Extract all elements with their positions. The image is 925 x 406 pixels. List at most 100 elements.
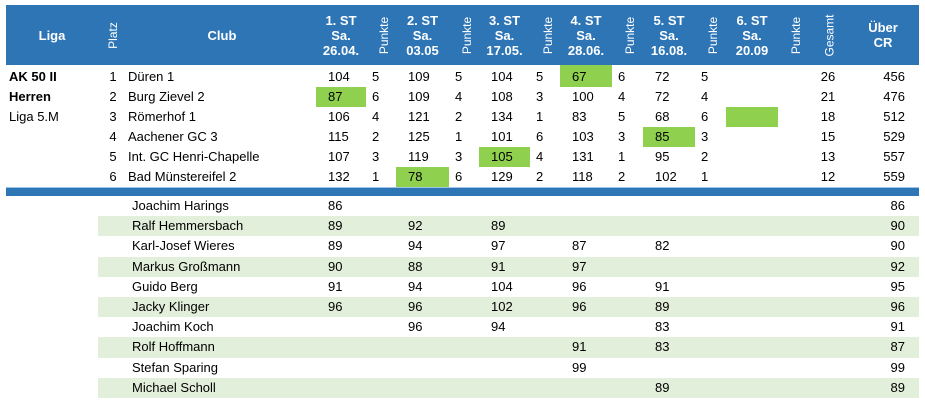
score-cell: 83: [572, 109, 587, 124]
player-score-cell: 102: [479, 296, 530, 318]
points-cell: [778, 65, 809, 87]
score-cell: [726, 167, 778, 188]
player-points-empty: [778, 296, 809, 318]
player-points-empty: [366, 377, 396, 398]
player-points-empty: [612, 337, 643, 358]
score-cell: 107: [328, 149, 350, 164]
score-cell: 104: [491, 69, 513, 84]
header-platz: Platz: [98, 5, 128, 65]
header-round-4: 4. ST Sa. 28.06.: [560, 5, 612, 65]
gesamt-cell: 18: [820, 109, 836, 124]
player-cr-cell: 87: [847, 337, 919, 358]
divider-bar: [6, 187, 919, 196]
player-score-cell: [726, 337, 778, 358]
score-cell: 68: [655, 109, 670, 124]
liga-empty: [6, 127, 98, 147]
points-cell: 4: [701, 89, 709, 104]
round-3-line3: 17.05.: [486, 42, 523, 58]
score-cell: 132: [328, 169, 350, 184]
player-points-empty: [449, 358, 479, 378]
liga-empty: [6, 167, 98, 188]
points-cell: 4: [372, 109, 380, 124]
points-cell: 6: [618, 69, 626, 84]
player-points-empty: [612, 296, 643, 318]
punkte-label: Punkte: [541, 16, 556, 54]
score-cell: 115: [328, 129, 349, 144]
player-points-empty: [695, 277, 726, 297]
points-cell: [778, 127, 809, 147]
score-cell: 72: [655, 69, 670, 84]
player-score-cell: [560, 377, 612, 398]
player-score-cell: 89: [328, 238, 343, 254]
player-points-empty: [778, 196, 809, 216]
score-cell: 106: [328, 109, 350, 124]
player-points-empty: [530, 196, 560, 216]
punkte-label: Punkte: [460, 16, 475, 54]
header-gesamt: Gesamt: [809, 5, 847, 65]
player-gesamt-empty: [809, 296, 847, 318]
player-gesamt-empty: [809, 216, 847, 237]
player-points-empty: [449, 377, 479, 398]
score-cell: 109: [408, 89, 430, 104]
score-cell-best: 67: [560, 65, 612, 87]
points-cell: 5: [455, 69, 463, 84]
points-cell: [778, 107, 809, 127]
player-score-cell: [396, 377, 449, 398]
header-punkte-1: Punkte: [366, 5, 396, 65]
header-punkte-6: Punkte: [778, 5, 809, 65]
round-2-line3: 03.05: [406, 42, 439, 58]
points-cell: 6: [455, 169, 463, 184]
league-table: Liga Platz Club 1. ST Sa. 26.04. Punkte 2.…: [6, 5, 919, 398]
platz-cell: 4: [109, 129, 117, 144]
player-points-empty: [612, 196, 643, 216]
player-score-cell: [316, 377, 366, 398]
player-points-empty: [449, 296, 479, 318]
player-gesamt-empty: [809, 377, 847, 398]
points-cell: [778, 87, 809, 107]
player-points-empty: [530, 236, 560, 256]
player-points-empty: [366, 277, 396, 297]
platz-cell: 1: [109, 69, 117, 84]
gesamt-label: Gesamt: [822, 13, 837, 57]
round-6-line3: 20.09: [735, 42, 769, 58]
player-points-empty: [778, 317, 809, 337]
punkte-label: Punkte: [623, 16, 638, 54]
player-points-empty: [366, 337, 396, 358]
round-5-line1: 5. ST: [653, 12, 685, 28]
points-cell: 5: [618, 109, 626, 124]
player-score-cell: [643, 196, 695, 216]
player-score-cell: [726, 317, 778, 337]
header-platz-label: Platz: [105, 21, 120, 49]
round-2-line2: Sa.: [412, 27, 433, 43]
player-score-cell: 87: [572, 238, 587, 254]
score-cell: 125: [408, 129, 430, 144]
player-score-cell: 91: [328, 278, 343, 294]
player-score-cell: [726, 216, 778, 237]
player-points-empty: [612, 277, 643, 297]
player-score-cell: 83: [643, 337, 695, 358]
player-score-cell: 91: [655, 278, 670, 294]
player-cr-cell: 91: [890, 319, 905, 335]
player-cr-cell: 90: [847, 216, 919, 237]
player-score-cell: [316, 358, 366, 378]
player-points-empty: [612, 256, 643, 277]
player-score-cell: 94: [491, 319, 506, 335]
player-gesamt-empty: [809, 277, 847, 297]
points-cell: 1: [701, 169, 709, 184]
player-points-empty: [530, 358, 560, 378]
round-1-line3: 26.04.: [322, 42, 360, 58]
punkte-label: Punkte: [789, 16, 804, 54]
round-5-line2: Sa.: [659, 27, 679, 43]
table-row: 6 Bad Münstereifel 2 132 1 78 6 129 2 11…: [6, 167, 919, 188]
points-cell: 5: [701, 69, 709, 84]
team-standings: AK 50 II 1 Düren 1 104 5 109 5 104 5 67 …: [6, 65, 919, 196]
score-cell: 103: [572, 129, 594, 144]
score-cell: 108: [491, 89, 513, 104]
cr-cell: 512: [883, 109, 905, 124]
gesamt-cell: 13: [820, 149, 836, 164]
points-cell: 3: [618, 129, 626, 144]
player-score-cell: 89: [479, 216, 530, 237]
liga-empty: [6, 378, 98, 398]
player-points-empty: [778, 216, 809, 237]
platz-empty: [98, 358, 128, 378]
